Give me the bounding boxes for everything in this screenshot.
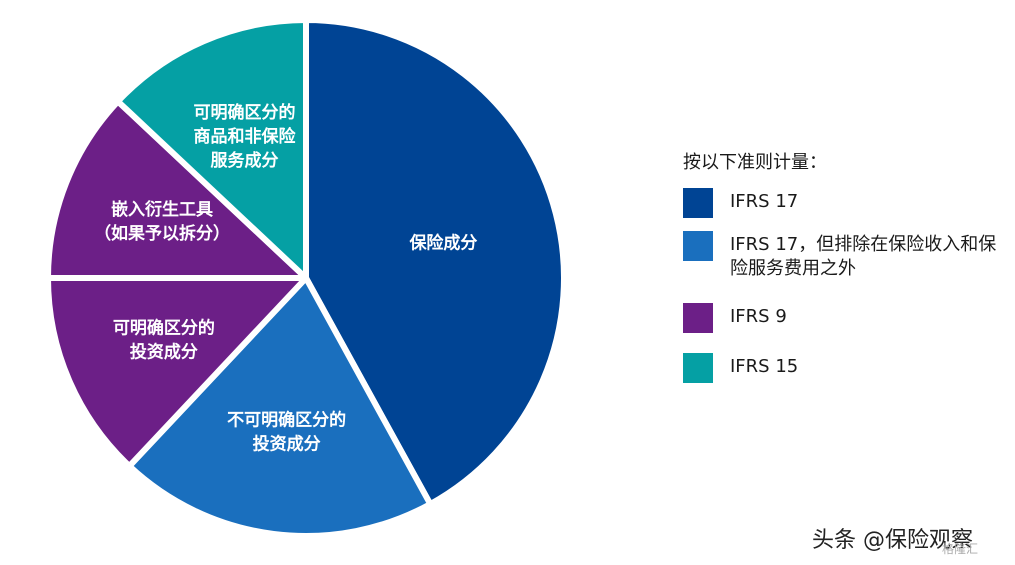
pie-slice-distinct-investment [45, 275, 309, 470]
legend-items: IFRS 17 IFRS 17，但排除在保险收入和保险服务费用之外 IFRS 9… [683, 188, 1003, 383]
legend-swatch-ifrs15 [683, 353, 713, 383]
pie-slice-insurance-component [303, 17, 567, 508]
legend: 按以下准则计量： IFRS 17 IFRS 17，但排除在保险收入和保险服务费用… [683, 148, 1003, 403]
legend-label-ifrs15: IFRS 15 [730, 356, 799, 377]
slice-label-distinct-investment: 可明确区分的投资成分 [113, 317, 215, 362]
legend-label-ifrs9: IFRS 9 [730, 306, 787, 327]
slice-label-distinct-goods-services: 可明确区分的商品和非保险服务成分 [194, 102, 297, 171]
legend-swatch-ifrs9 [683, 303, 713, 333]
slice-label-non-distinct-investment: 不可明确区分的投资成分 [227, 410, 346, 455]
legend-item-ifrs15: IFRS 15 [683, 353, 1003, 383]
slice-label-embedded-derivatives: 嵌入衍生工具（如果予以拆分） [94, 199, 230, 244]
legend-item-ifrs17: IFRS 17 [683, 188, 1003, 218]
watermark-sub: 格隆汇 [942, 542, 979, 556]
legend-title: 按以下准则计量： [683, 152, 827, 173]
slice-label-insurance-component: 保险成分 [408, 233, 477, 254]
legend-label-ifrs17-excluded: IFRS 17，但排除在保险收入和保险服务费用之外 [730, 234, 997, 279]
watermark: 头条 @保险观察 [812, 528, 973, 553]
legend-swatch-ifrs17 [683, 188, 713, 218]
pie-slice-embedded-derivatives [45, 98, 309, 281]
legend-swatch-ifrs17-excluded [683, 231, 713, 261]
legend-label-ifrs17: IFRS 17 [730, 191, 799, 212]
pie-slice-distinct-goods-services [114, 17, 309, 281]
pie-slice-non-distinct-investment [126, 275, 434, 539]
legend-item-ifrs9: IFRS 9 [683, 303, 1003, 333]
legend-item-ifrs17-excluded: IFRS 17，但排除在保险收入和保险服务费用之外 [683, 231, 1003, 281]
